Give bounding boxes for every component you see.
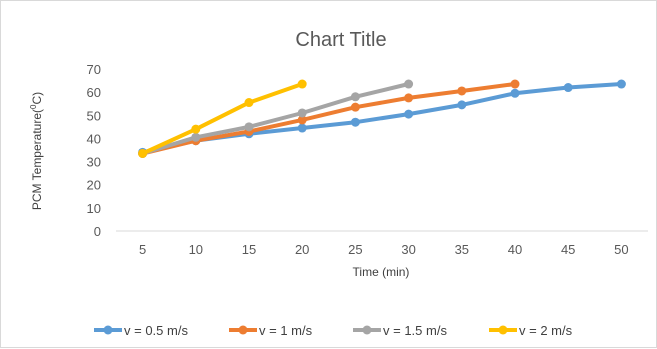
data-point — [191, 124, 201, 134]
legend-label: v = 1.5 m/s — [383, 323, 447, 338]
series-line — [140, 82, 411, 156]
data-point — [563, 83, 573, 93]
x-tick-label: 25 — [348, 242, 362, 257]
series-line — [140, 82, 305, 156]
data-point — [244, 98, 254, 108]
x-tick-label: 30 — [401, 242, 415, 257]
legend-marker — [498, 325, 508, 335]
y-tick-label: 20 — [87, 178, 101, 193]
chart-title: Chart Title — [295, 29, 386, 51]
y-axis-title: PCM Temperature(0C) — [29, 92, 44, 210]
x-tick-label: 5 — [139, 242, 146, 257]
x-tick-label: 45 — [561, 242, 575, 257]
y-tick-label: 10 — [87, 201, 101, 216]
data-point — [457, 100, 467, 110]
x-tick-label: 20 — [295, 242, 309, 257]
y-tick-label: 70 — [87, 62, 101, 77]
legend-marker — [362, 325, 372, 335]
data-point — [350, 117, 360, 127]
legend-marker — [238, 325, 248, 335]
series-line — [140, 82, 517, 156]
x-tick-label: 15 — [242, 242, 256, 257]
data-point — [138, 148, 148, 158]
legend-label: v = 2 m/s — [519, 323, 573, 338]
data-point — [510, 79, 520, 89]
data-point — [404, 109, 414, 119]
x-tick-label: 35 — [455, 242, 469, 257]
chart-legend: v = 0.5 m/s v = 1 m/s v = 1.5 m/s v = 2 m/s — [94, 323, 573, 338]
data-point — [457, 86, 467, 96]
y-tick-label: 30 — [87, 155, 101, 170]
data-point — [244, 122, 254, 132]
y-tick-label: 0 — [94, 224, 101, 239]
data-point — [350, 92, 360, 102]
x-tick-label: 50 — [614, 242, 628, 257]
data-point — [350, 102, 360, 112]
y-axis-ticks: 0 10 20 30 40 50 60 70 — [87, 62, 101, 239]
plot-series — [138, 79, 626, 158]
y-tick-label: 50 — [87, 108, 101, 123]
data-point — [404, 93, 414, 103]
data-point — [191, 132, 201, 142]
data-point — [404, 79, 414, 89]
data-point — [616, 79, 626, 89]
x-tick-label: 10 — [189, 242, 203, 257]
x-axis-ticks: 5 10 15 20 25 30 35 40 45 50 — [139, 242, 629, 257]
y-tick-label: 60 — [87, 85, 101, 100]
data-point — [297, 79, 307, 89]
data-point — [297, 123, 307, 133]
data-point — [297, 115, 307, 125]
data-point — [297, 108, 307, 118]
data-point — [510, 88, 520, 98]
x-axis-title: Time (min) — [353, 265, 410, 279]
legend-label: v = 0.5 m/s — [124, 323, 188, 338]
x-tick-label: 40 — [508, 242, 522, 257]
y-tick-label: 40 — [87, 131, 101, 146]
legend-marker — [103, 325, 113, 335]
legend-label: v = 1 m/s — [259, 323, 313, 338]
